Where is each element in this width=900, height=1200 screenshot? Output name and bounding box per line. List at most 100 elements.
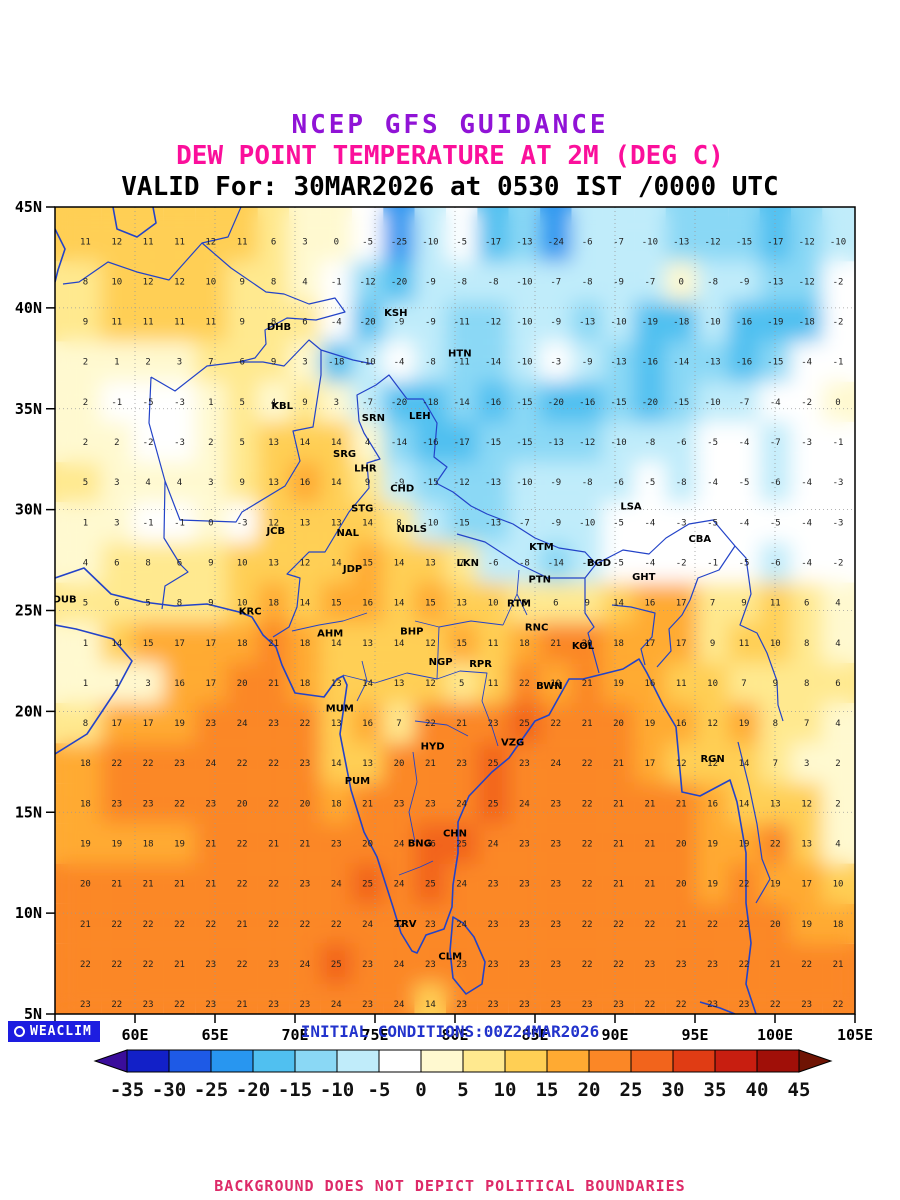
grid-value: 22 bbox=[268, 799, 279, 809]
grid-value: 22 bbox=[237, 840, 248, 850]
grid-value: -17 bbox=[485, 237, 501, 247]
grid-value: -4 bbox=[770, 398, 781, 408]
dewpoint-cell bbox=[226, 462, 258, 503]
dewpoint-cell bbox=[696, 823, 729, 864]
grid-value: -18 bbox=[422, 398, 438, 408]
dewpoint-cell bbox=[414, 662, 447, 703]
colorbar-segment bbox=[378, 1049, 422, 1073]
dewpoint-cell bbox=[289, 743, 321, 784]
dewpoint-cell bbox=[477, 823, 509, 864]
grid-value: 9 bbox=[365, 478, 370, 488]
lon-tick-label: 70E bbox=[281, 1026, 308, 1044]
grid-value: 9 bbox=[83, 318, 88, 328]
grid-value: 21 bbox=[80, 920, 91, 930]
dewpoint-cell bbox=[508, 582, 541, 623]
grid-value: 14 bbox=[362, 679, 373, 689]
grid-value: 17 bbox=[174, 639, 185, 649]
dewpoint-cell bbox=[163, 341, 196, 382]
dewpoint-cell bbox=[163, 622, 196, 663]
grid-value: 9 bbox=[710, 639, 715, 649]
grid-value: 9 bbox=[208, 559, 213, 569]
dewpoint-cell bbox=[728, 582, 760, 623]
dewpoint-cell bbox=[696, 662, 729, 703]
city-label-vzg: VZG bbox=[501, 738, 524, 749]
dewpoint-cell bbox=[477, 622, 509, 663]
dewpoint-cell bbox=[352, 261, 384, 302]
dewpoint-cell bbox=[383, 743, 415, 784]
grid-value: 15 bbox=[331, 599, 342, 609]
grid-value: 3 bbox=[302, 237, 307, 247]
grid-value: 8 bbox=[83, 719, 88, 729]
grid-value: 24 bbox=[394, 880, 405, 890]
dewpoint-cell bbox=[540, 943, 572, 984]
grid-value: 24 bbox=[456, 880, 467, 890]
dewpoint-cell bbox=[226, 863, 258, 904]
dewpoint-cell bbox=[791, 943, 823, 984]
grid-value: 23 bbox=[488, 920, 499, 930]
grid-value: -20 bbox=[391, 277, 407, 287]
city-label-srg: SRG bbox=[333, 449, 356, 460]
grid-value: 23 bbox=[676, 960, 687, 970]
grid-value: -14 bbox=[673, 358, 689, 368]
grid-value: -16 bbox=[736, 318, 752, 328]
dewpoint-cell bbox=[289, 863, 321, 904]
grid-value: 19 bbox=[80, 840, 91, 850]
grid-value: 21 bbox=[237, 920, 248, 930]
grid-value: 23 bbox=[143, 1000, 154, 1010]
dewpoint-cell bbox=[257, 903, 290, 944]
colorbar-tick-label: 15 bbox=[536, 1079, 559, 1101]
dewpoint-cell bbox=[383, 783, 415, 824]
dewpoint-cell bbox=[791, 207, 823, 262]
grid-value: -6 bbox=[582, 237, 593, 247]
grid-value: 24 bbox=[456, 799, 467, 809]
coastline bbox=[55, 207, 757, 1014]
dewpoint-cell bbox=[540, 743, 572, 784]
dewpoint-cell bbox=[195, 662, 227, 703]
grid-value: 14 bbox=[331, 438, 342, 448]
grid-value: -19 bbox=[642, 318, 658, 328]
grid-value: 5 bbox=[459, 679, 464, 689]
colorbar-segment bbox=[420, 1049, 464, 1073]
grid-value: 2 bbox=[145, 358, 150, 368]
dewpoint-cell bbox=[320, 984, 352, 1014]
dewpoint-cell bbox=[696, 422, 729, 463]
dewpoint-cell bbox=[477, 703, 509, 744]
grid-value: 0 bbox=[334, 237, 339, 247]
grid-value: 6 bbox=[553, 599, 558, 609]
grid-value: -7 bbox=[362, 398, 373, 408]
grid-value: 13 bbox=[770, 799, 781, 809]
grid-value: 4 bbox=[835, 840, 840, 850]
dewpoint-cell bbox=[163, 582, 196, 623]
grid-value: 10 bbox=[237, 559, 248, 569]
dewpoint-cell bbox=[195, 502, 227, 543]
grid-value: 14 bbox=[111, 639, 122, 649]
dewpoint-cell bbox=[414, 422, 447, 463]
grid-value: 8 bbox=[177, 599, 182, 609]
dewpoint-cell bbox=[446, 462, 478, 503]
colorbar-left-arrow bbox=[93, 1049, 128, 1073]
dewpoint-cell bbox=[132, 542, 164, 583]
grid-value: 6 bbox=[114, 559, 119, 569]
dewpoint-cell bbox=[634, 502, 666, 543]
grid-value: 16 bbox=[299, 478, 310, 488]
grid-value: 21 bbox=[111, 880, 122, 890]
grid-value: -16 bbox=[642, 358, 658, 368]
grid-value: 13 bbox=[425, 559, 436, 569]
grid-value: 16 bbox=[362, 599, 373, 609]
grid-value: -12 bbox=[799, 237, 815, 247]
city-label-rgn: RGN bbox=[700, 754, 724, 765]
dewpoint-cell bbox=[696, 462, 729, 503]
grid-value: 18 bbox=[833, 920, 844, 930]
dewpoint-cell bbox=[571, 743, 603, 784]
grid-value: 23 bbox=[362, 1000, 373, 1010]
grid-value: 22 bbox=[676, 1000, 687, 1010]
grid-value: 22 bbox=[80, 960, 91, 970]
grid-value: 8 bbox=[804, 679, 809, 689]
grid-value: 21 bbox=[613, 759, 624, 769]
grid-value: -3 bbox=[801, 438, 812, 448]
dewpoint-cell bbox=[791, 984, 823, 1014]
dewpoint-cell bbox=[602, 381, 635, 422]
grid-value: 21 bbox=[644, 799, 655, 809]
grid-value: -15 bbox=[454, 518, 470, 528]
dewpoint-cell bbox=[822, 703, 855, 744]
